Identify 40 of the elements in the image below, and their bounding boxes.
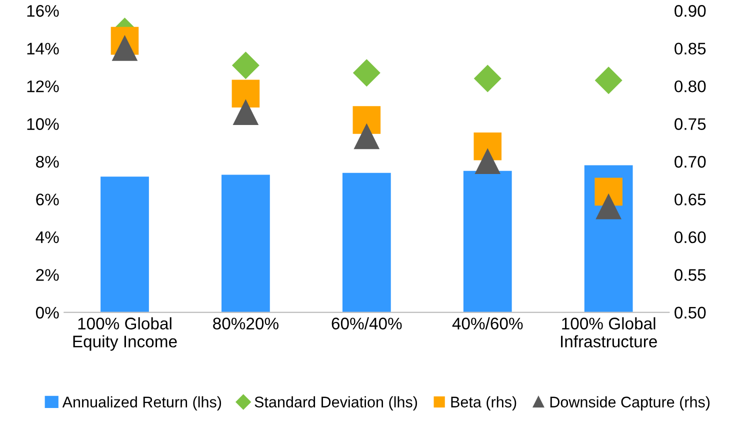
y2-tick-label: 0.85 — [674, 42, 706, 55]
y2-tick-label: 0.90 — [674, 5, 706, 17]
legend-label: Downside Capture (rhs) — [550, 396, 710, 410]
point — [232, 52, 260, 79]
point — [352, 106, 381, 134]
point — [475, 149, 500, 174]
point — [354, 124, 380, 150]
point — [474, 132, 502, 160]
y-tick-label: 2% — [36, 269, 59, 281]
y-tick-label: 8% — [36, 156, 59, 168]
y-tick-label: 10% — [27, 118, 59, 130]
point — [596, 194, 622, 220]
y-tick-label: 14% — [27, 42, 59, 54]
point — [112, 36, 138, 61]
y2-tick-label: 0.50 — [674, 306, 706, 319]
point — [233, 100, 258, 125]
y-tick-label: 4% — [36, 231, 59, 244]
point — [353, 59, 380, 86]
point — [595, 66, 622, 94]
point — [232, 80, 260, 108]
point — [474, 65, 502, 92]
y2-tick-label: 0.75 — [674, 118, 706, 130]
x-tick-label: 100% Global Equity Income — [73, 317, 177, 351]
point — [594, 178, 622, 206]
x-tick-label: 80%20% — [213, 318, 278, 330]
y-tick-label: 16% — [27, 5, 59, 17]
y2-tick-label: 0.80 — [674, 80, 706, 92]
y-tick-label: 0% — [36, 306, 59, 319]
legend-label: Standard Deviation (lhs) — [254, 396, 417, 410]
legend-label: Beta (rhs) — [451, 396, 516, 410]
x-tick-label: 100% Global Infrastructure — [561, 317, 657, 348]
y2-tick-label: 0.65 — [674, 194, 706, 206]
x-tick-label: 40%/60% — [452, 317, 523, 330]
y2-tick-label: 0.70 — [674, 156, 706, 168]
y-tick-label: 6% — [36, 194, 59, 206]
y-tick-label: 12% — [27, 80, 59, 92]
legend-label: Annualized Return (lhs) — [62, 396, 222, 410]
y2-tick-label: 0.60 — [674, 231, 706, 244]
x-tick-label: 60%/40% — [332, 317, 402, 330]
y2-tick-label: 0.55 — [674, 269, 706, 281]
